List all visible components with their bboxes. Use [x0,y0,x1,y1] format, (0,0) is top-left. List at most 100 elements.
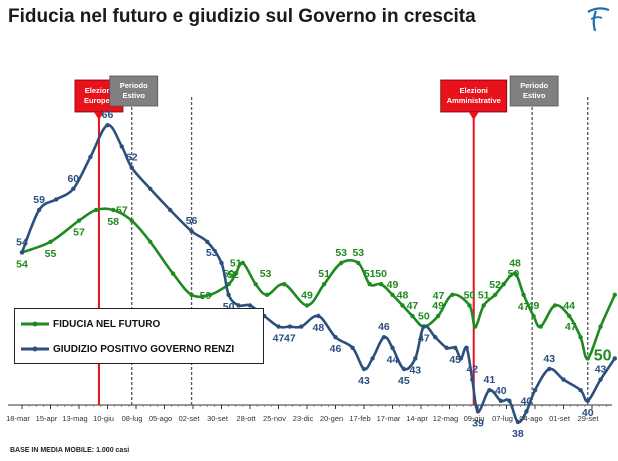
data-label-fiducia: 50 [594,347,612,364]
data-label-governo: 40 [521,395,533,407]
data-point-governo [612,356,617,361]
data-point-fiducia [207,292,213,297]
data-label-governo: 54 [16,236,28,248]
x-tick-label: 17-mar [377,414,401,423]
data-label-fiducia: 49 [528,300,540,312]
x-tick-label: 14-apr [406,414,428,423]
data-label-fiducia: 50 [418,311,430,323]
data-label-governo: 42 [466,364,478,376]
data-point-governo [299,324,304,329]
data-label-fiducia: 53 [260,268,272,280]
data-label-governo: 43 [595,364,607,376]
data-point-governo [444,345,449,350]
data-point-governo [236,303,241,308]
data-label-governo: 40 [582,407,594,419]
data-label-fiducia: 50 [223,268,235,280]
x-tick-label: 29-set [578,414,600,423]
data-point-fiducia [472,324,478,329]
period-label: Estivo [122,91,145,100]
legend-item-governo: GIUDIZIO POSITIVO GOVERNO RENZI [21,341,234,357]
data-label-governo: 43 [358,375,370,387]
data-point-fiducia [356,260,361,266]
election-label: Amministrative [447,96,501,105]
data-point-governo [247,303,253,308]
data-point-governo [316,313,321,319]
data-label-governo: 45 [398,375,410,387]
data-label-fiducia: 51 [230,258,242,270]
data-point-fiducia [189,292,194,297]
data-label-fiducia: 47 [518,301,530,313]
data-point-governo [433,335,438,340]
data-point-governo [119,144,124,149]
data-label-fiducia: 47 [565,321,577,333]
data-label-governo: 46 [378,321,390,333]
data-label-governo: 47 [284,333,296,345]
data-point-governo [381,335,387,340]
data-point-fiducia [612,292,617,297]
data-label-governo: 40 [495,385,507,397]
data-point-fiducia [585,356,590,361]
data-point-fiducia [552,303,558,308]
data-point-fiducia [492,292,498,297]
x-tick-label: 05-ago [149,414,172,423]
data-point-governo [333,335,338,340]
data-point-governo [401,366,407,372]
data-label-fiducia: 54 [16,258,28,270]
data-point-governo [413,356,418,361]
data-point-fiducia [501,282,506,287]
data-label-governo: 38 [512,428,524,440]
data-point-governo [547,366,552,372]
data-label-fiducia: 50 [200,290,212,302]
data-point-fiducia [93,207,99,213]
data-point-governo [54,197,59,202]
data-point-governo [498,398,503,403]
data-label-governo: 62 [126,152,138,164]
data-point-governo [205,239,210,244]
data-label-fiducia: 58 [107,216,119,228]
data-label-fiducia: 47 [407,300,419,312]
period-label: Periodo [520,81,548,90]
election-label: Elezioni [85,86,113,95]
data-point-governo [390,345,395,350]
data-point-governo [148,186,153,191]
x-tick-label: 30-set [207,414,229,423]
page-title: Fiducia nel futuro e giudizio sul Govern… [8,6,476,27]
data-point-fiducia [304,303,310,308]
data-point-governo [561,377,566,382]
data-label-fiducia: 52 [227,269,239,281]
data-label-governo: 56 [186,215,198,227]
x-tick-label: 04-ago [519,414,542,423]
swirl-logo-icon [587,7,610,32]
data-point-fiducia [538,324,543,329]
data-label-fiducia: 51 [318,268,330,280]
data-point-fiducia [567,313,572,319]
x-tick-label: 13-mag [62,414,87,423]
legend-swatch-fiducia [21,321,49,327]
data-point-governo [578,388,583,393]
data-point-fiducia [578,335,583,340]
data-point-governo [475,409,481,414]
data-point-fiducia [148,239,153,244]
data-label-governo: 47 [418,333,430,345]
data-label-governo: 43 [409,364,421,376]
data-label-governo: 47 [273,333,285,345]
data-label-fiducia: 51 [478,289,490,301]
legend-label-governo: GIUDIZIO POSITIVO GOVERNO RENZI [53,343,235,355]
chart-legend: FIDUCIA NEL FUTURO GIUDIZIO POSITIVO GOV… [14,308,264,364]
data-point-fiducia [435,313,441,319]
election-label: Elezioni [460,86,488,95]
data-label-fiducia: 52 [489,279,501,291]
x-tick-label: 18-mar [6,414,30,423]
period-label: Periodo [120,81,148,90]
data-label-fiducia: 57 [73,227,85,239]
data-label-governo: 50 [223,301,235,313]
data-point-fiducia [481,303,486,308]
x-tick-label: 15-apr [36,414,58,423]
x-tick-label: 08-lug [122,414,143,423]
data-point-governo [287,324,293,329]
election-pointer [468,112,479,120]
data-point-fiducia [467,303,472,308]
data-point-governo [532,388,538,393]
x-tick-label: 25-nov [263,414,286,423]
